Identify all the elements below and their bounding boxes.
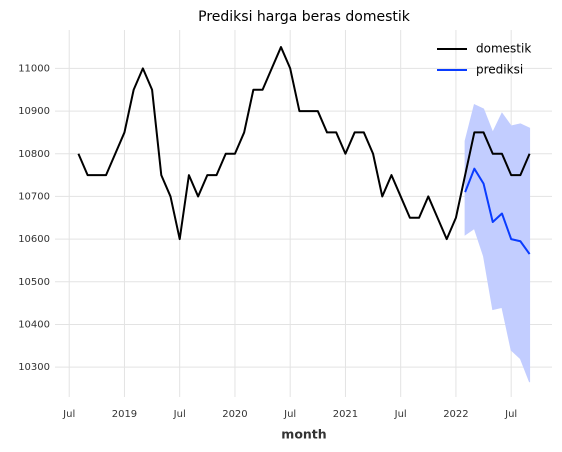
series-line bbox=[464, 167, 531, 255]
y-tick-label: 11000 bbox=[18, 63, 50, 74]
x-axis-label: month bbox=[281, 427, 326, 442]
x-tick-label: Jul bbox=[173, 409, 186, 420]
y-tick-label: 10600 bbox=[18, 234, 50, 245]
x-tick-label: 2020 bbox=[222, 409, 247, 420]
legend-label: domestik bbox=[476, 42, 531, 56]
x-tick-label: 2022 bbox=[443, 409, 468, 420]
y-tick-label: 10700 bbox=[18, 191, 50, 202]
x-tick-label: 2019 bbox=[112, 409, 137, 420]
x-tick-label: Jul bbox=[62, 409, 75, 420]
series-line bbox=[77, 46, 531, 241]
y-tick-label: 10400 bbox=[18, 319, 50, 330]
confidence-band bbox=[464, 103, 531, 383]
y-tick-label: 10300 bbox=[18, 362, 50, 373]
y-tick-label: 10500 bbox=[18, 277, 50, 288]
chart-title: Prediksi harga beras domestik bbox=[198, 9, 411, 25]
legend-label: prediksi bbox=[476, 63, 523, 77]
x-tick-label: Jul bbox=[504, 409, 517, 420]
x-tick-label: Jul bbox=[394, 409, 407, 420]
y-tick-label: 10900 bbox=[18, 106, 50, 117]
x-tick-label: 2021 bbox=[333, 409, 358, 420]
x-tick-label: Jul bbox=[283, 409, 296, 420]
y-tick-label: 10800 bbox=[18, 149, 50, 160]
